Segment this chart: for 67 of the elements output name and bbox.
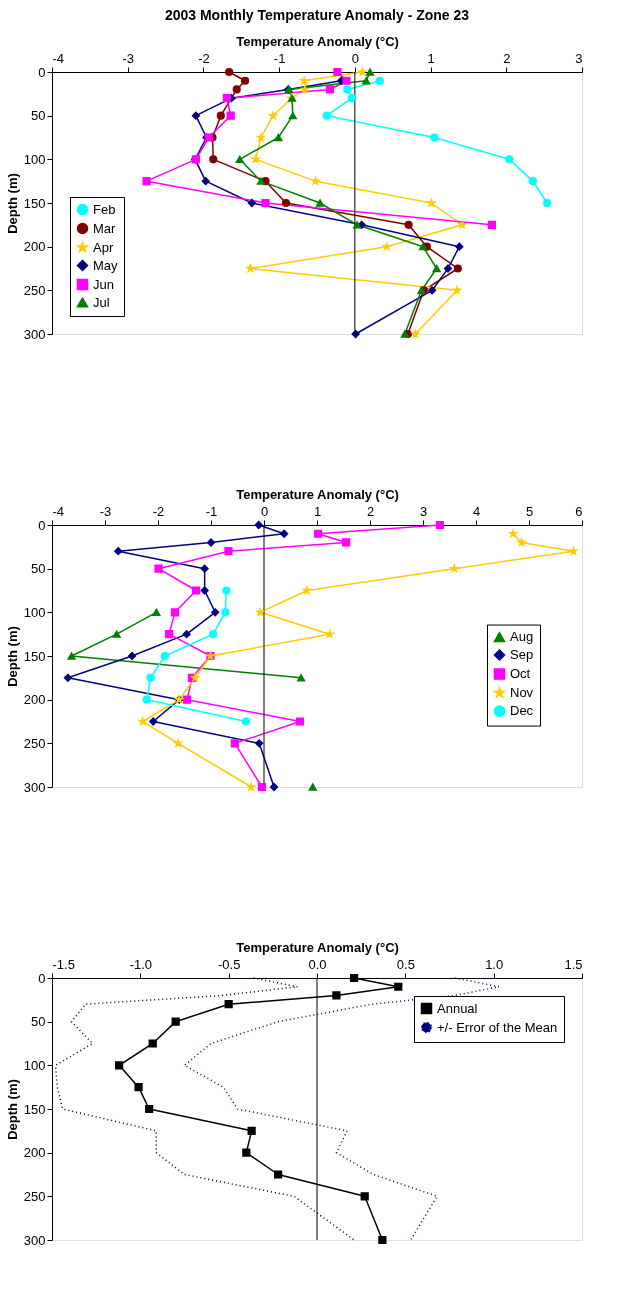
- legend-label: +/- Error of the Mean: [437, 1019, 558, 1035]
- y-axis-title: Depth (m): [4, 173, 20, 234]
- x-tick-label: -1.5: [52, 956, 75, 972]
- x-tick-label: -1.0: [129, 956, 153, 972]
- x-axis-title: Temperature Anomaly (°C): [236, 939, 399, 955]
- x-tick-label: 3: [419, 503, 428, 519]
- x-tick-label: 1: [313, 503, 322, 519]
- y-tick-label: 100: [23, 151, 46, 167]
- x-tick-label: 4: [472, 503, 481, 519]
- y-tick-label: 100: [23, 1057, 46, 1073]
- y-tick-label: 0: [38, 64, 46, 80]
- x-tick-label: 6: [575, 503, 583, 519]
- y-tick-label: 250: [23, 1188, 46, 1204]
- y-tick-label: 200: [23, 239, 46, 255]
- y-tick-label: 50: [31, 1014, 46, 1030]
- legend-label: Dec: [510, 703, 534, 719]
- legend-label: Mar: [93, 220, 117, 236]
- y-tick-label: 200: [23, 692, 46, 708]
- x-tick-label: -2: [152, 503, 165, 519]
- y-tick-label: 50: [31, 108, 46, 124]
- y-tick-label: 0: [38, 517, 46, 533]
- x-tick-label: -0.5: [217, 956, 241, 972]
- legend-label: Feb: [93, 201, 116, 217]
- legend-label: Oct: [510, 666, 531, 682]
- x-tick-label: 1: [427, 50, 435, 66]
- x-tick-label: 0: [351, 50, 359, 66]
- legend-label: Jul: [93, 294, 110, 310]
- x-tick-label: 1.5: [564, 956, 583, 972]
- legend-label: Sep: [510, 647, 534, 663]
- y-tick-label: 150: [23, 648, 46, 664]
- y-axis-title: Depth (m): [4, 626, 20, 687]
- y-tick-label: 300: [23, 326, 46, 342]
- y-tick-label: 100: [23, 604, 46, 620]
- y-tick-label: 300: [23, 779, 46, 795]
- x-tick-label: 3: [575, 50, 583, 66]
- y-tick-label: 50: [31, 561, 46, 577]
- y-tick-label: 150: [23, 1101, 46, 1117]
- y-tick-label: 200: [23, 1145, 46, 1161]
- y-tick-label: 150: [23, 195, 46, 211]
- x-tick-label: -4: [52, 50, 65, 66]
- y-tick-label: 250: [23, 735, 46, 751]
- legend-label: May: [93, 257, 119, 273]
- x-tick-label: 0.5: [396, 956, 415, 972]
- y-tick-label: 300: [23, 1232, 46, 1248]
- x-axis-title: Temperature Anomaly (°C): [236, 486, 399, 502]
- x-tick-label: -1: [205, 503, 218, 519]
- x-tick-label: 2: [503, 50, 511, 66]
- legend-label: Apr: [93, 239, 114, 255]
- y-axis-title: Depth (m): [4, 1079, 20, 1140]
- x-tick-label: 2: [366, 503, 375, 519]
- y-tick-label: 250: [23, 282, 46, 298]
- x-tick-label: 1.0: [485, 956, 504, 972]
- y-tick-label: 0: [38, 970, 46, 986]
- x-tick-label: -4: [52, 503, 65, 519]
- x-tick-label: -3: [122, 50, 134, 66]
- legend-label: Jun: [93, 276, 114, 292]
- x-axis-title: Temperature Anomaly (°C): [236, 33, 399, 49]
- x-tick-label: -2: [198, 50, 210, 66]
- chart-title: 2003 Monthly Temperature Anomaly - Zone 23: [164, 7, 470, 23]
- x-tick-label: 5: [525, 503, 534, 519]
- legend-label: Nov: [510, 685, 534, 701]
- legend-label: Annual: [437, 1000, 478, 1016]
- x-tick-label: 0.0: [308, 956, 327, 972]
- x-tick-label: -1: [273, 50, 286, 66]
- x-tick-label: -3: [99, 503, 112, 519]
- legend-label: Aug: [510, 629, 534, 645]
- x-tick-label: 0: [260, 503, 269, 519]
